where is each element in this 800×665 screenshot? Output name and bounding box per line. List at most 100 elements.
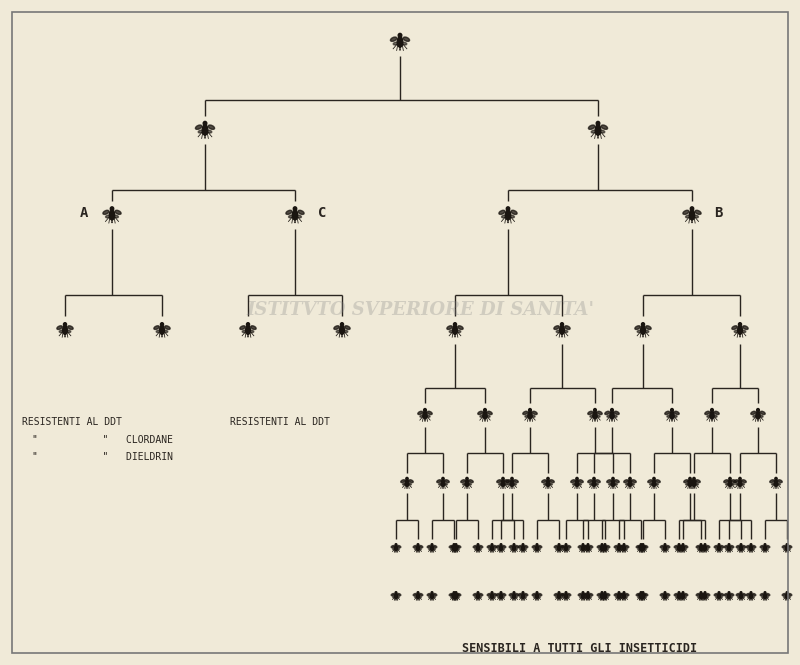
Ellipse shape [477,593,479,599]
Ellipse shape [662,596,664,597]
Ellipse shape [764,592,766,594]
Ellipse shape [154,326,159,329]
Ellipse shape [606,479,611,483]
Ellipse shape [427,545,430,548]
Ellipse shape [394,43,398,45]
Ellipse shape [688,479,692,483]
Ellipse shape [732,326,738,329]
Ellipse shape [480,594,482,596]
Ellipse shape [670,411,674,419]
Ellipse shape [775,477,777,480]
Ellipse shape [560,326,564,334]
Ellipse shape [542,479,546,483]
Ellipse shape [490,545,494,551]
Ellipse shape [705,411,710,414]
Ellipse shape [417,545,419,551]
Ellipse shape [678,594,682,596]
Ellipse shape [465,479,469,486]
Ellipse shape [674,411,679,414]
Text: "           "   CLORDANE: " " CLORDANE [32,435,173,445]
Ellipse shape [611,479,615,486]
Ellipse shape [623,592,625,594]
Ellipse shape [644,548,646,549]
Ellipse shape [640,592,642,594]
Ellipse shape [582,593,584,599]
Ellipse shape [601,545,603,551]
Ellipse shape [414,548,417,549]
Ellipse shape [770,479,774,483]
Ellipse shape [766,596,768,597]
Ellipse shape [195,125,202,130]
Ellipse shape [598,411,602,414]
Ellipse shape [525,415,529,417]
Ellipse shape [483,411,487,419]
Ellipse shape [587,544,589,546]
Ellipse shape [510,215,514,218]
Ellipse shape [598,545,600,548]
Ellipse shape [516,545,518,548]
Ellipse shape [565,592,567,594]
Ellipse shape [691,483,694,485]
Ellipse shape [450,548,453,549]
Ellipse shape [629,477,631,480]
Ellipse shape [394,545,398,551]
Ellipse shape [402,483,406,485]
Ellipse shape [510,596,513,597]
Ellipse shape [294,207,297,211]
Ellipse shape [624,479,628,483]
Ellipse shape [451,545,454,548]
Ellipse shape [640,545,642,551]
Ellipse shape [664,593,666,599]
Ellipse shape [499,545,502,551]
Ellipse shape [474,596,477,597]
Ellipse shape [664,545,666,551]
Ellipse shape [538,545,542,548]
Ellipse shape [402,43,406,45]
Ellipse shape [106,215,110,218]
Ellipse shape [632,479,636,483]
Ellipse shape [740,545,742,551]
Ellipse shape [502,596,504,597]
Ellipse shape [618,593,621,599]
Ellipse shape [561,545,564,548]
Ellipse shape [704,593,706,599]
Ellipse shape [642,545,646,548]
Ellipse shape [480,545,482,548]
Ellipse shape [479,596,482,597]
Ellipse shape [576,477,578,480]
Ellipse shape [619,545,622,548]
Ellipse shape [458,545,461,548]
Ellipse shape [518,545,522,548]
Ellipse shape [683,210,689,214]
Ellipse shape [642,544,644,546]
Ellipse shape [750,593,752,599]
Ellipse shape [724,594,727,596]
Ellipse shape [560,548,562,549]
Ellipse shape [782,545,786,548]
Ellipse shape [718,593,720,599]
Ellipse shape [728,479,732,486]
Ellipse shape [433,596,435,597]
Ellipse shape [240,326,246,329]
Ellipse shape [462,483,466,485]
Ellipse shape [506,210,510,220]
Ellipse shape [680,596,682,597]
Ellipse shape [546,479,550,486]
Ellipse shape [156,331,160,332]
Ellipse shape [738,323,742,326]
Ellipse shape [580,548,582,549]
Ellipse shape [682,593,685,599]
Ellipse shape [450,545,452,548]
Ellipse shape [635,326,640,329]
Ellipse shape [533,411,537,414]
Ellipse shape [525,545,528,548]
Ellipse shape [583,545,586,548]
Ellipse shape [604,594,606,596]
Ellipse shape [426,415,430,417]
Ellipse shape [497,479,501,483]
Ellipse shape [582,544,584,546]
Ellipse shape [603,596,606,597]
Ellipse shape [655,483,658,485]
Ellipse shape [742,596,744,597]
Ellipse shape [434,594,437,596]
